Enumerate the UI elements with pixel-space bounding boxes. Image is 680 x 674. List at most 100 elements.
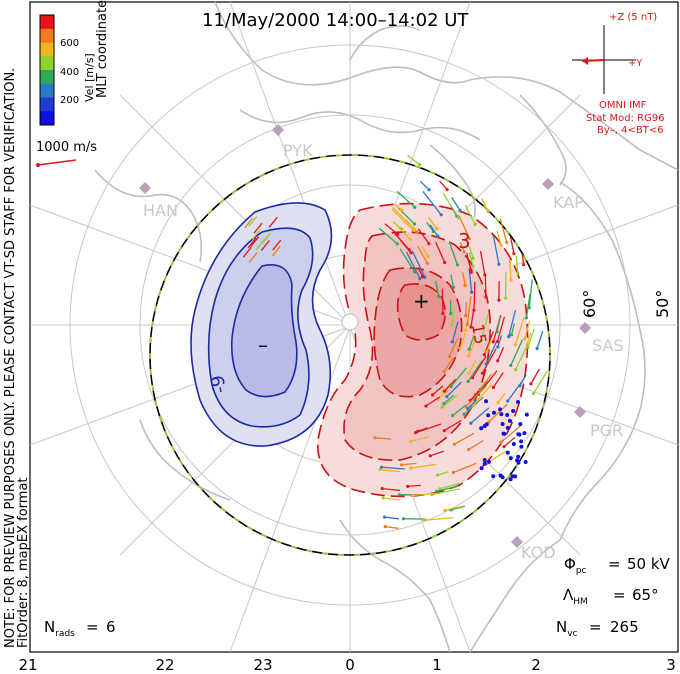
velocity-vector-origin xyxy=(431,393,435,397)
velocity-vector-origin xyxy=(526,345,530,349)
velocity-vector-origin xyxy=(383,515,387,519)
station-label-kod: KOD xyxy=(521,543,556,562)
velocity-vector xyxy=(395,223,411,240)
velocity-vector xyxy=(472,380,489,400)
velocity-vector-origin xyxy=(437,294,441,298)
velocity-vector xyxy=(496,230,502,246)
velocity-vector xyxy=(453,462,477,474)
velocity-vector xyxy=(458,215,470,239)
velocity-vector-origin xyxy=(508,456,513,461)
velocity-vector-origin xyxy=(529,382,533,386)
velocity-vector xyxy=(394,232,410,251)
velocity-vector xyxy=(467,399,477,410)
velocity-vector-origin xyxy=(507,335,511,339)
velocity-vector-origin xyxy=(381,496,385,500)
velocity-vector xyxy=(253,222,263,234)
velocity-vector xyxy=(473,383,493,405)
velocity-vector-origin xyxy=(462,250,466,254)
velocity-vector-origin xyxy=(443,260,447,265)
velocity-vector-origin xyxy=(511,409,516,413)
imf-clock xyxy=(572,25,636,94)
velocity-vector xyxy=(497,346,505,362)
velocity-vector xyxy=(515,255,519,274)
velocity-vector xyxy=(419,180,430,191)
velocity-vector xyxy=(465,385,487,407)
positive-cell-core xyxy=(396,283,446,341)
velocity-vector-origin xyxy=(450,340,454,344)
velocity-vector xyxy=(503,436,516,448)
velocity-vector-origin xyxy=(397,493,402,497)
velocity-vector xyxy=(496,316,501,333)
velocity-vector xyxy=(435,242,446,263)
mlt-label-21: 21 xyxy=(18,656,37,674)
velocity-vector xyxy=(468,360,477,374)
velocity-vector xyxy=(427,216,438,230)
colorbar-border xyxy=(39,14,55,126)
velocity-vector xyxy=(437,389,450,400)
velocity-vector xyxy=(271,245,281,257)
velocity-vector xyxy=(472,355,487,379)
velocity-vector-origin xyxy=(409,251,413,255)
vector-scale-label: 1000 m/s xyxy=(36,140,97,155)
velocity-vector xyxy=(417,267,424,277)
velocity-vector xyxy=(497,392,506,403)
velocity-vector xyxy=(497,335,503,348)
velocity-vector xyxy=(439,482,461,490)
velocity-vector-origin xyxy=(464,328,468,332)
velocity-vector xyxy=(399,248,416,273)
velocity-vector-origin xyxy=(496,345,500,349)
velocity-vector-origin xyxy=(482,424,487,429)
vector-scale-line xyxy=(37,159,77,166)
velocity-vector-origin xyxy=(469,325,473,329)
velocity-vector-origin xyxy=(499,440,503,444)
velocity-vector xyxy=(437,471,449,476)
velocity-vector xyxy=(451,197,461,211)
velocity-vector xyxy=(430,450,445,457)
velocity-vector-origin xyxy=(486,413,491,418)
velocity-vector xyxy=(380,469,400,473)
velocity-vector xyxy=(467,336,477,357)
hm-boundary-vectors xyxy=(149,154,551,556)
velocity-vector-origin xyxy=(411,493,415,498)
velocity-vector xyxy=(391,208,414,231)
velocity-vector xyxy=(527,328,535,348)
colorbar-segment xyxy=(40,28,54,43)
velocity-vector-origin xyxy=(455,263,459,267)
velocity-vector xyxy=(410,436,429,443)
velocity-vector-origin xyxy=(415,230,419,234)
n-rads-equals: = xyxy=(86,618,99,636)
station-pgr-marker xyxy=(574,406,586,418)
station-sas-marker xyxy=(579,322,591,334)
velocity-vector xyxy=(467,360,483,382)
velocity-vector xyxy=(524,320,531,339)
velocity-vector xyxy=(507,380,523,402)
station-label-pyk: PYK xyxy=(283,141,313,160)
velocity-vector-origin xyxy=(522,431,527,436)
velocity-vector-origin xyxy=(467,354,471,358)
velocity-vector-origin xyxy=(531,391,536,396)
lambda-hm-value: 65° xyxy=(632,586,659,604)
velocity-vector-origin xyxy=(425,261,429,265)
velocity-vector xyxy=(443,357,454,373)
colorbar-segment xyxy=(40,83,54,98)
velocity-vector-origin xyxy=(492,410,496,415)
phi-pc-value: 50 kV xyxy=(627,555,671,573)
velocity-vector-origin xyxy=(523,460,528,464)
velocity-vector-origin xyxy=(484,295,488,299)
velocity-vector xyxy=(450,367,467,387)
velocity-vector-origin xyxy=(516,400,520,404)
velocity-vector xyxy=(421,246,429,257)
mlt-label-2: 2 xyxy=(531,656,541,674)
velocity-vector xyxy=(525,294,531,318)
station-label-han: HAN xyxy=(143,201,178,220)
velocity-vector-origin xyxy=(412,222,417,226)
velocity-vector-origin xyxy=(522,263,526,267)
velocity-vector xyxy=(378,227,398,245)
velocity-vector-origin xyxy=(445,395,449,399)
velocity-vector-origin xyxy=(441,312,445,316)
velocity-vector-origin xyxy=(442,429,446,433)
velocity-vector-origin xyxy=(383,525,387,529)
velocity-vector xyxy=(248,252,258,263)
velocity-vector-origin xyxy=(497,298,501,302)
